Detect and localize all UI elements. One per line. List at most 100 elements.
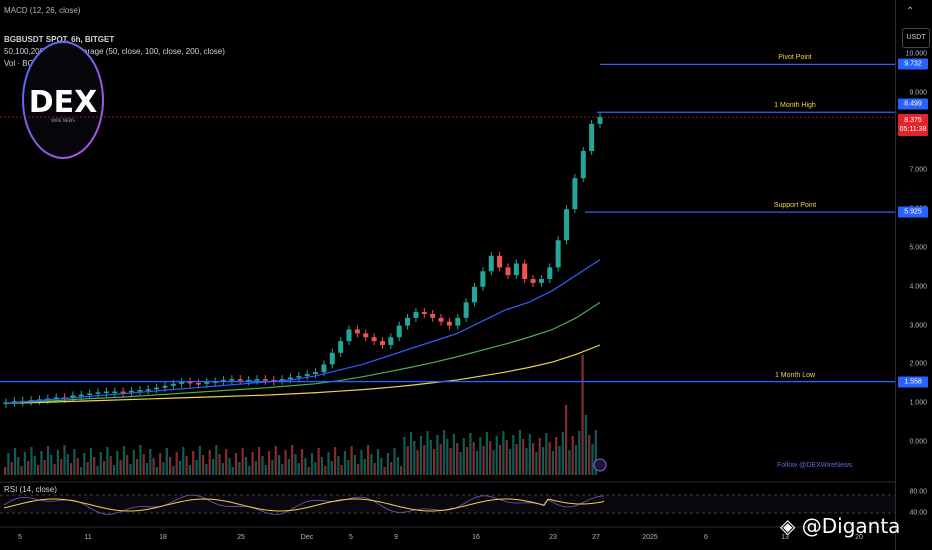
volume-bar — [429, 440, 432, 475]
candle — [313, 372, 319, 375]
volume-bar — [178, 461, 182, 475]
volume-bar — [96, 466, 99, 475]
volume-bar — [515, 444, 518, 475]
volume-bar — [79, 467, 83, 475]
volume-bar — [33, 456, 36, 475]
volume-bar — [76, 458, 79, 475]
pivot-label: Pivot Point — [778, 54, 812, 62]
candle — [78, 394, 84, 397]
volume-bar — [383, 467, 386, 475]
volume-bar — [330, 461, 333, 475]
volume-bar — [489, 441, 492, 475]
volume-bar — [244, 457, 248, 475]
volume-bar — [20, 466, 23, 475]
price-tick: 10.000 — [905, 50, 927, 58]
volume-bar — [122, 446, 125, 475]
candle — [446, 321, 452, 326]
volume-bar — [37, 465, 40, 475]
collapse-icon[interactable]: ⌃ — [906, 6, 915, 17]
time-label: 11 — [84, 534, 92, 541]
volume-bar — [347, 460, 350, 475]
volume-bar — [89, 448, 92, 475]
candle — [480, 271, 486, 287]
candle — [405, 317, 411, 326]
candle — [572, 178, 578, 210]
volume-bar — [469, 433, 472, 475]
rsi-band — [0, 495, 895, 513]
time-label: 13 — [781, 534, 789, 541]
candle — [279, 379, 285, 381]
price-axis[interactable]: 10.0009.0008.0007.0006.0005.0004.0003.00… — [895, 0, 932, 550]
candle — [212, 381, 218, 383]
volume-bar — [340, 465, 343, 475]
price-tick: 1.000 — [909, 399, 927, 407]
candle — [513, 263, 519, 276]
support-price-tag: 5.925 — [898, 206, 928, 218]
volume-bar — [66, 454, 69, 475]
volume-bar — [502, 431, 505, 475]
candle — [564, 209, 570, 241]
volume-bar — [495, 436, 498, 475]
volume-bar — [568, 450, 571, 475]
candle — [296, 376, 302, 378]
candle — [128, 390, 134, 393]
volume-bar — [439, 444, 442, 475]
volume-bar — [419, 436, 422, 475]
volume-bar — [548, 442, 551, 475]
candle — [229, 379, 235, 381]
volume-bar — [83, 453, 86, 475]
ma100-line — [5, 301, 601, 404]
volume-bar — [558, 446, 561, 475]
candle — [589, 123, 595, 151]
candle — [262, 379, 268, 381]
volume-bar — [221, 463, 224, 475]
volume-bar — [169, 457, 172, 475]
volume-bar — [277, 455, 281, 475]
candle — [87, 393, 93, 395]
volume-bar — [400, 466, 403, 475]
volume-bar — [578, 431, 581, 475]
volume-bar — [73, 449, 76, 475]
volume-bar — [274, 446, 277, 475]
volume-bar — [499, 445, 502, 475]
candle — [338, 341, 344, 353]
volume-bar — [574, 445, 578, 475]
dex-logo: DEX WIRE NEWS — [20, 40, 106, 160]
candle — [287, 377, 293, 380]
volume-bar — [561, 432, 564, 475]
volume-bar — [452, 434, 455, 475]
volume-bar — [525, 448, 528, 475]
volume-bar — [109, 456, 112, 475]
volume-bar — [129, 464, 132, 475]
candle — [388, 337, 394, 345]
pivot-price-tag: 9.732 — [898, 58, 928, 70]
volume-bar — [27, 461, 30, 475]
volume-bar — [182, 447, 185, 475]
volume-bar — [320, 457, 323, 475]
volume-bar — [386, 453, 389, 475]
volume-bar — [4, 467, 7, 475]
volume-bar — [152, 458, 155, 475]
candle — [488, 255, 494, 272]
volume-bar — [142, 454, 145, 475]
macd-title: MACD (12, 26, close) — [4, 6, 81, 15]
volume-bar — [350, 446, 353, 475]
volume-bar — [360, 450, 363, 475]
volume-bar — [535, 452, 538, 475]
volume-bar — [363, 459, 366, 475]
candle — [95, 392, 101, 394]
candle — [438, 317, 444, 322]
time-label: 6 — [704, 534, 708, 541]
volume-bar — [459, 452, 462, 475]
volume-bar — [185, 456, 188, 475]
time-label: 5 — [18, 534, 22, 541]
volume-bar — [258, 447, 261, 475]
candle — [103, 391, 109, 394]
currency-selector[interactable]: USDT — [902, 28, 930, 48]
rsi-tick: 40.00 — [909, 509, 927, 517]
price-chart[interactable] — [0, 0, 895, 530]
volume-bar — [393, 448, 396, 475]
price-tick: 2.000 — [909, 360, 927, 368]
volume-bar — [198, 446, 201, 475]
high-price-tag: 8.499 — [898, 98, 928, 110]
